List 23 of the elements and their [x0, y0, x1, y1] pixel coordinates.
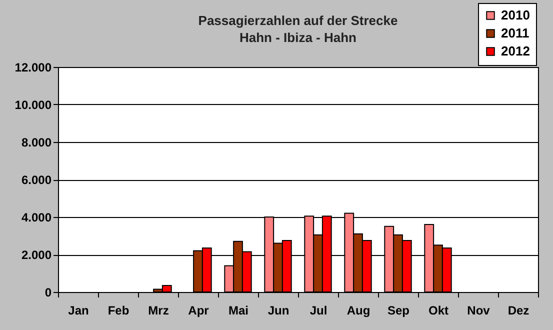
legend-label: 2012 — [501, 44, 530, 58]
legend-label: 2010 — [501, 8, 530, 22]
x-tick-label: Mrz — [148, 304, 169, 318]
x-tick-label: Apr — [188, 304, 210, 318]
x-tick-label: Aug — [346, 304, 370, 318]
y-tick-label: 8.000 — [21, 136, 52, 150]
y-tick-label: 12.000 — [14, 60, 52, 74]
x-tick-label: Dez — [508, 304, 530, 318]
chart-title: Passagierzahlen auf der Strecke Hahn - Ibiza - Hahn — [198, 13, 398, 45]
y-tick-label: 0 — [44, 286, 52, 300]
x-tick-label: Feb — [108, 304, 130, 318]
x-tick-label: Sep — [387, 304, 410, 318]
y-tick-label: 10.000 — [14, 98, 52, 112]
y-tick-label: 2.000 — [21, 248, 52, 262]
x-tick-label: Mai — [228, 304, 249, 318]
legend-label: 2011 — [501, 26, 530, 40]
x-tick-label: Jan — [68, 304, 89, 318]
y-tick-label: 4.000 — [21, 210, 52, 224]
x-tick-label: Jul — [310, 304, 328, 318]
x-tick-label: Okt — [428, 304, 449, 318]
x-tick-label: Jun — [268, 304, 290, 318]
x-tick-label: Nov — [467, 304, 490, 318]
y-tick-label: 6.000 — [21, 173, 52, 187]
